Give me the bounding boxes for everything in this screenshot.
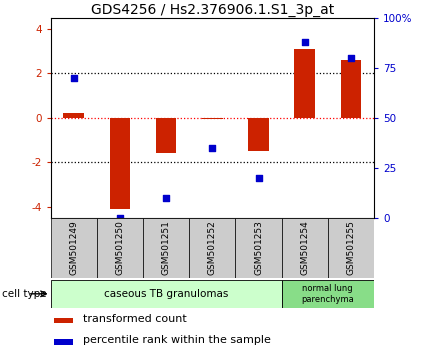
Bar — [110, 118, 130, 209]
Bar — [202, 118, 223, 119]
Text: GSM501251: GSM501251 — [161, 220, 171, 275]
Bar — [248, 118, 269, 151]
Point — [255, 175, 262, 181]
Point — [163, 195, 170, 200]
Bar — [54, 318, 73, 324]
Point — [348, 55, 355, 61]
Bar — [97, 218, 143, 278]
Text: GSM501252: GSM501252 — [208, 221, 217, 275]
Bar — [63, 113, 84, 118]
Text: GSM501253: GSM501253 — [254, 220, 263, 275]
Bar — [189, 218, 235, 278]
Bar — [51, 218, 97, 278]
Text: normal lung
parenchyma: normal lung parenchyma — [301, 284, 354, 303]
Bar — [341, 60, 361, 118]
Text: GSM501249: GSM501249 — [69, 221, 78, 275]
Bar — [328, 218, 374, 278]
Text: GSM501254: GSM501254 — [300, 221, 309, 275]
Text: cell type: cell type — [2, 289, 47, 299]
Text: percentile rank within the sample: percentile rank within the sample — [83, 335, 271, 345]
Bar — [235, 218, 282, 278]
Bar — [54, 339, 73, 345]
Point — [209, 145, 216, 150]
Bar — [51, 280, 282, 308]
Text: GSM501255: GSM501255 — [346, 220, 356, 275]
Title: GDS4256 / Hs2.376906.1.S1_3p_at: GDS4256 / Hs2.376906.1.S1_3p_at — [91, 3, 334, 17]
Text: GSM501250: GSM501250 — [115, 220, 125, 275]
Bar — [282, 280, 374, 308]
Bar — [294, 49, 315, 118]
Text: caseous TB granulomas: caseous TB granulomas — [104, 289, 228, 299]
Bar — [143, 218, 189, 278]
Point — [116, 215, 123, 221]
Bar — [282, 218, 328, 278]
Text: transformed count: transformed count — [83, 314, 187, 324]
Bar — [156, 118, 176, 153]
Point — [301, 39, 308, 45]
Point — [70, 75, 77, 80]
